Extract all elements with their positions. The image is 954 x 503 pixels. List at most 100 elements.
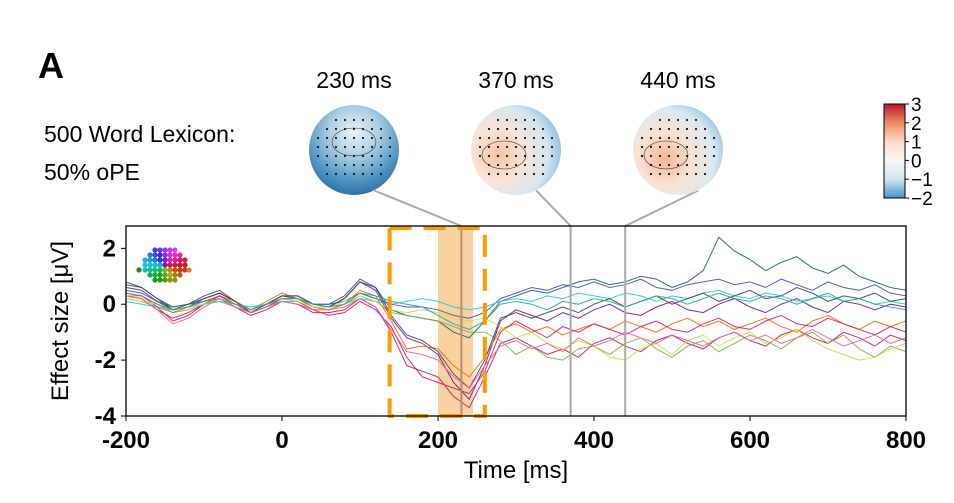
electrode-legend-dot (147, 257, 153, 263)
electrode-dot (703, 136, 707, 140)
plot-frame (125, 225, 907, 417)
electrode-dot (685, 163, 689, 167)
topomap-connector (373, 189, 462, 227)
electrode-dot (379, 145, 383, 149)
electrode-dot (325, 127, 329, 131)
electrode-legend-dot (186, 267, 192, 273)
electrode-dot (496, 145, 500, 149)
electrode-dot (523, 163, 527, 167)
electrode-legend-dot (172, 277, 178, 283)
electrode-dot (487, 127, 491, 131)
electrode-dot (694, 118, 698, 122)
electrode-dot (658, 118, 662, 122)
panel-label: A (38, 45, 64, 86)
x-tick-label: 400 (574, 427, 614, 454)
electrode-dot (505, 172, 509, 176)
electrode-legend-dot (136, 267, 142, 273)
electrode-legend-dot (167, 267, 173, 273)
electrode-dot (352, 154, 356, 158)
electrode-dot (532, 136, 536, 140)
electrode-dot (640, 145, 644, 149)
electrode-dot (379, 163, 383, 167)
electrode-dot (523, 118, 527, 122)
electrode-legend-dot (157, 267, 163, 273)
electrode-dot (541, 136, 545, 140)
electrode-legend-dot (182, 262, 188, 268)
electrode-legend-dot (182, 257, 188, 263)
electrode-legend-dot (182, 267, 188, 273)
electrode-dot (325, 163, 329, 167)
electrode-dot (325, 154, 329, 158)
electrode-dot (514, 163, 518, 167)
electrode-dot (694, 163, 698, 167)
topomap-230 (309, 105, 399, 195)
electrode-dot (640, 154, 644, 158)
electrode-legend-dot (167, 277, 173, 283)
electrode-dot (694, 172, 698, 176)
butterfly-plot: -200 0 200 400 600 800 2 0 -2 -4 Time [ms] Effect… (47, 225, 926, 484)
electrode-dot (541, 163, 545, 167)
electrode-legend-dot (157, 262, 163, 268)
electrode-dot (523, 172, 527, 176)
electrode-legend-dot (152, 262, 158, 268)
electrode-dot (703, 163, 707, 167)
electrode-legend-dot (172, 267, 178, 273)
electrode-dot (676, 163, 680, 167)
electrode-dot (370, 118, 374, 122)
x-tick-label: 800 (886, 427, 926, 454)
electrode-dot (649, 154, 653, 158)
electrode-dot (370, 163, 374, 167)
electrode-dot (352, 136, 356, 140)
electrode-legend-dot (147, 262, 153, 268)
electrode-dot (550, 136, 554, 140)
electrode-legend-dot (172, 272, 178, 278)
electrode-dot (325, 145, 329, 149)
electrode-dot (496, 172, 500, 176)
topomap-connector (535, 189, 572, 227)
electrode-dot (379, 172, 383, 176)
electrode-dot (658, 163, 662, 167)
electrode-dot (658, 136, 662, 140)
electrode-dot (649, 136, 653, 140)
channel-trace-6 (126, 289, 906, 311)
electrode-legend-dot (172, 252, 178, 258)
colorbar-tick-label: 0 (911, 151, 922, 172)
electrode-dot (505, 127, 509, 131)
electrode-dot (361, 127, 365, 131)
electrode-dot (487, 136, 491, 140)
electrode-legend-dot (157, 257, 163, 263)
electrode-dot (352, 163, 356, 167)
electrode-dot (532, 172, 536, 176)
electrode-dot (649, 172, 653, 176)
x-axis-label: Time [ms] (464, 457, 568, 484)
time-markers (460, 226, 627, 416)
electrode-dot (334, 163, 338, 167)
electrode-dot (658, 154, 662, 158)
electrode-legend-dot (152, 272, 158, 278)
electrode-legend-dot (162, 257, 168, 263)
axes: -200 0 200 400 600 800 2 0 -2 -4 (95, 235, 926, 454)
electrode-dot (316, 154, 320, 158)
electrode-dot (343, 127, 347, 131)
electrode-dot (667, 172, 671, 176)
electrode-dot (487, 154, 491, 158)
electrode-dot (514, 154, 518, 158)
electrode-dot (703, 154, 707, 158)
electrode-dot (640, 136, 644, 140)
topomap-time-label: 370 ms (478, 67, 553, 93)
electrode-dot (370, 127, 374, 131)
electrode-dot (541, 145, 545, 149)
y-axis-label: Effect size [μV] (47, 241, 74, 401)
electrode-dot (532, 118, 536, 122)
electrode-dot (361, 163, 365, 167)
electrode-legend-dot (157, 277, 163, 283)
y-tick-label: -2 (95, 347, 116, 374)
electrode-legend-dot (162, 247, 168, 253)
electrode-legend-dot (152, 247, 158, 253)
electrode-legend-dot (162, 252, 168, 258)
electrode-dot (487, 145, 491, 149)
electrode-dot (685, 136, 689, 140)
electrode-dot (325, 136, 329, 140)
electrode-legend-dot (147, 267, 153, 273)
